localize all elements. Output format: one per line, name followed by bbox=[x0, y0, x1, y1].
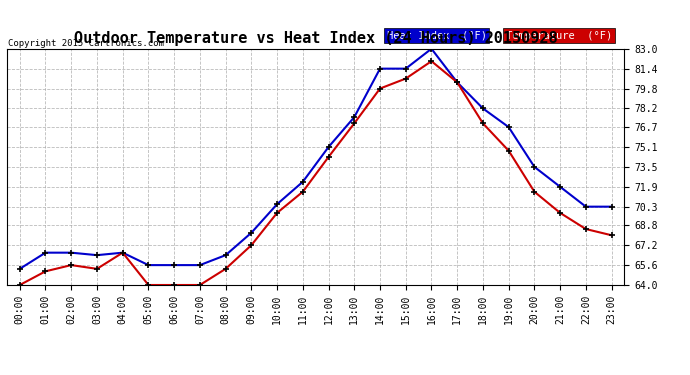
Text: Copyright 2015 Cartronics.com: Copyright 2015 Cartronics.com bbox=[8, 39, 164, 48]
Title: Outdoor Temperature vs Heat Index (24 Hours) 20150928: Outdoor Temperature vs Heat Index (24 Ho… bbox=[74, 31, 558, 46]
Text: Heat Index  (°F): Heat Index (°F) bbox=[386, 31, 486, 41]
Text: Temperature  (°F): Temperature (°F) bbox=[506, 31, 612, 41]
